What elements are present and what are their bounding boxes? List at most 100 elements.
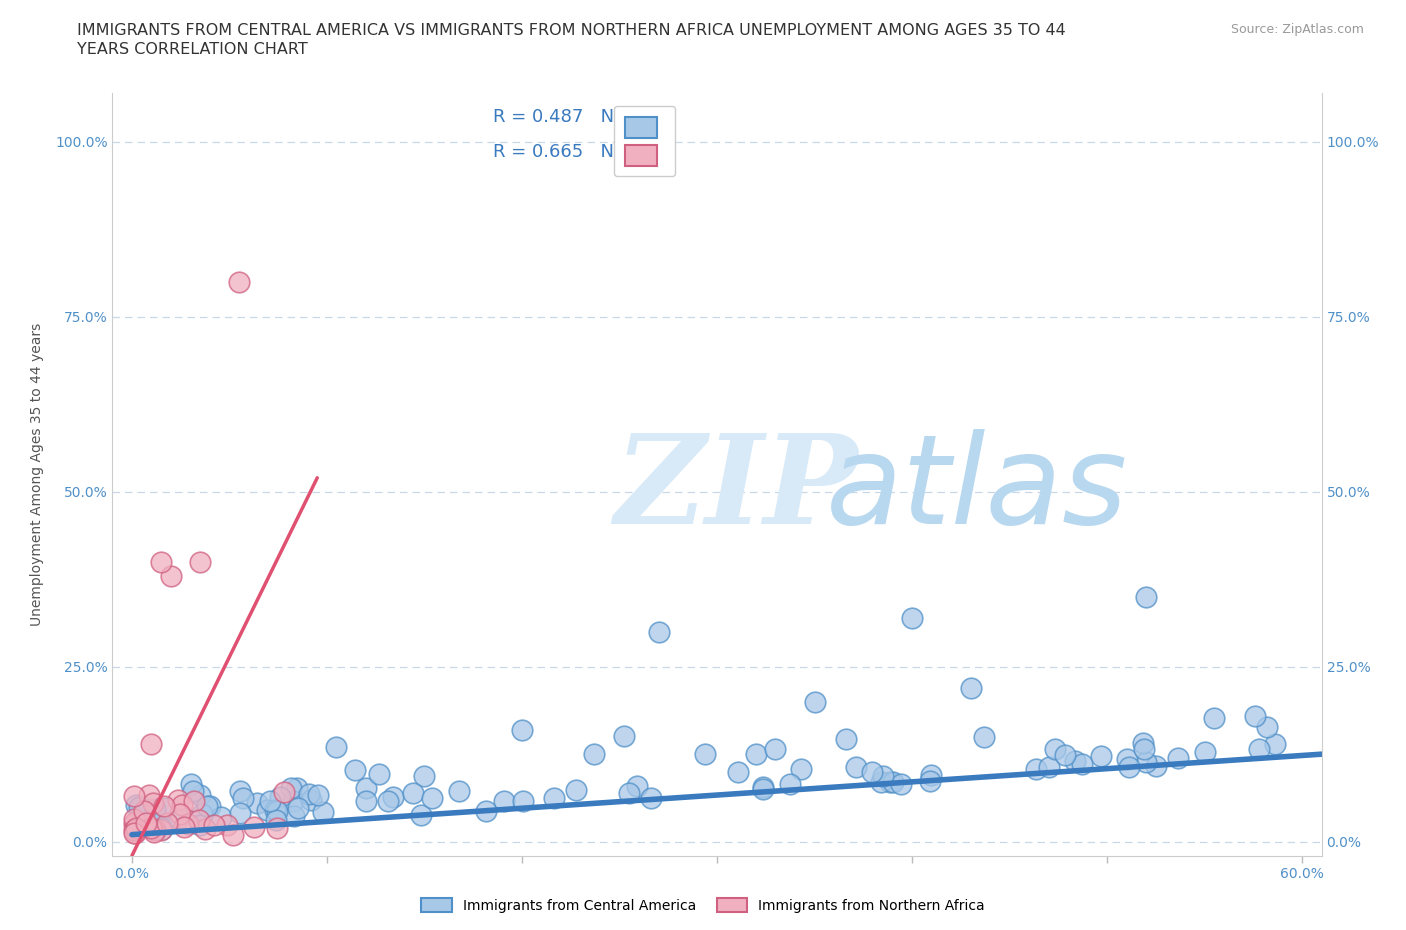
Point bbox=[510, 723, 533, 737]
Point bbox=[128, 800, 150, 815]
Point bbox=[266, 804, 288, 819]
Point bbox=[173, 819, 195, 834]
Point bbox=[1054, 748, 1077, 763]
Point bbox=[973, 730, 995, 745]
Point bbox=[543, 790, 565, 805]
Point bbox=[122, 817, 145, 831]
Point bbox=[183, 793, 205, 808]
Point bbox=[1194, 745, 1216, 760]
Point bbox=[232, 791, 254, 806]
Point bbox=[860, 764, 883, 779]
Point bbox=[183, 784, 205, 799]
Point bbox=[122, 822, 145, 837]
Point bbox=[139, 820, 162, 835]
Point bbox=[143, 823, 166, 838]
Point bbox=[128, 814, 150, 829]
Point bbox=[1115, 751, 1137, 766]
Point bbox=[1038, 760, 1060, 775]
Point bbox=[297, 787, 319, 802]
Point bbox=[222, 827, 245, 842]
Point bbox=[582, 746, 605, 761]
Point bbox=[138, 788, 160, 803]
Y-axis label: Unemployment Among Ages 35 to 44 years: Unemployment Among Ages 35 to 44 years bbox=[30, 323, 44, 626]
Point bbox=[167, 811, 190, 826]
Point bbox=[1025, 762, 1047, 777]
Text: R = 0.665   N =  38: R = 0.665 N = 38 bbox=[494, 143, 669, 161]
Text: Source: ZipAtlas.com: Source: ZipAtlas.com bbox=[1230, 23, 1364, 36]
Point bbox=[1118, 760, 1140, 775]
Point bbox=[128, 800, 150, 815]
Point bbox=[229, 805, 252, 820]
Point bbox=[188, 554, 211, 569]
Text: IMMIGRANTS FROM CENTRAL AMERICA VS IMMIGRANTS FROM NORTHERN AFRICA UNEMPLOYMENT : IMMIGRANTS FROM CENTRAL AMERICA VS IMMIG… bbox=[77, 23, 1066, 38]
Legend: Immigrants from Central America, Immigrants from Northern Africa: Immigrants from Central America, Immigra… bbox=[415, 893, 991, 919]
Point bbox=[845, 760, 868, 775]
Point bbox=[150, 554, 173, 569]
Text: YEARS CORRELATION CHART: YEARS CORRELATION CHART bbox=[77, 42, 308, 57]
Point bbox=[124, 814, 146, 829]
Point bbox=[325, 739, 347, 754]
Point bbox=[1256, 720, 1278, 735]
Point bbox=[153, 800, 176, 815]
Point bbox=[647, 624, 669, 639]
Point bbox=[142, 825, 165, 840]
Point bbox=[263, 803, 285, 817]
Point bbox=[1064, 754, 1087, 769]
Point bbox=[122, 826, 145, 841]
Point bbox=[834, 732, 856, 747]
Point bbox=[1132, 742, 1154, 757]
Point bbox=[160, 568, 183, 583]
Point bbox=[169, 806, 191, 821]
Point bbox=[872, 768, 894, 783]
Point bbox=[211, 809, 233, 824]
Point bbox=[180, 777, 202, 791]
Point bbox=[565, 782, 588, 797]
Point bbox=[870, 774, 893, 789]
Point bbox=[613, 728, 636, 743]
Point bbox=[135, 816, 157, 830]
Point bbox=[763, 742, 786, 757]
Point bbox=[125, 798, 148, 813]
Point bbox=[228, 784, 250, 799]
Point bbox=[312, 804, 335, 819]
Point bbox=[266, 813, 288, 828]
Point bbox=[243, 819, 266, 834]
Point bbox=[146, 817, 169, 832]
Point bbox=[283, 809, 305, 824]
Point bbox=[344, 763, 367, 777]
Point bbox=[409, 807, 432, 822]
Point bbox=[135, 818, 157, 833]
Point bbox=[1249, 741, 1271, 756]
Point bbox=[194, 821, 217, 836]
Point bbox=[197, 799, 219, 814]
Point bbox=[354, 780, 377, 795]
Point bbox=[191, 807, 214, 822]
Point bbox=[188, 787, 211, 802]
Point bbox=[198, 799, 221, 814]
Point bbox=[382, 790, 405, 804]
Point bbox=[1167, 751, 1189, 765]
Point bbox=[122, 789, 145, 804]
Point bbox=[1243, 709, 1265, 724]
Point bbox=[420, 791, 443, 806]
Point bbox=[401, 785, 423, 800]
Point bbox=[132, 804, 155, 818]
Point bbox=[447, 783, 470, 798]
Point bbox=[280, 781, 302, 796]
Point bbox=[285, 780, 308, 795]
Point bbox=[228, 274, 250, 289]
Point bbox=[215, 817, 238, 832]
Point bbox=[256, 803, 278, 817]
Point bbox=[695, 747, 717, 762]
Point bbox=[125, 820, 148, 835]
Point bbox=[879, 775, 901, 790]
Point bbox=[299, 793, 322, 808]
Point bbox=[745, 747, 768, 762]
Point bbox=[141, 737, 163, 751]
Point bbox=[266, 820, 288, 835]
Point bbox=[803, 694, 825, 709]
Point bbox=[122, 811, 145, 826]
Point bbox=[640, 790, 662, 805]
Legend: , : , bbox=[614, 106, 675, 177]
Point bbox=[368, 766, 391, 781]
